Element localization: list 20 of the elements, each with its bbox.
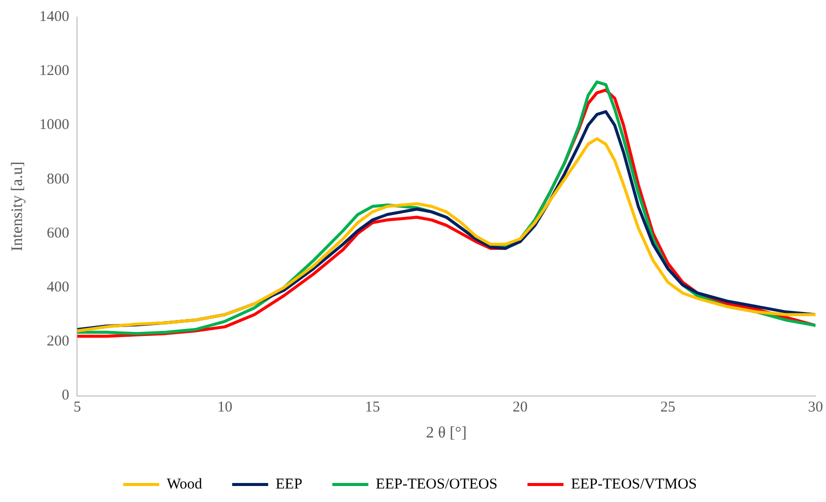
y-tick-label: 1200	[39, 63, 70, 80]
x-axis-title: 2 θ [°]	[426, 424, 467, 442]
y-tick-label: 1400	[39, 8, 70, 25]
y-tick-label: 400	[46, 280, 70, 296]
legend-label: EEP	[276, 476, 302, 492]
x-tick-label: 15	[365, 400, 380, 416]
y-tick-label: 800	[46, 171, 70, 188]
x-tick-label: 20	[512, 400, 528, 416]
legend-label: Wood	[166, 476, 203, 492]
x-tick-label: 25	[660, 400, 676, 416]
y-axis-title: Intensity [a.u]	[8, 162, 26, 252]
y-tick-label: 200	[46, 334, 70, 350]
x-tick-label: 10	[217, 400, 232, 416]
y-tick-label: 1000	[39, 117, 70, 134]
legend-label: EEP-TEOS/VTMOS	[570, 476, 697, 492]
x-tick-label: 30	[808, 400, 823, 416]
x-tick-label: 5	[73, 400, 81, 416]
y-tick-label: 600	[46, 225, 70, 242]
y-tick-label: 0	[62, 388, 70, 404]
legend-label: EEP-TEOS/OTEOS	[376, 476, 498, 492]
